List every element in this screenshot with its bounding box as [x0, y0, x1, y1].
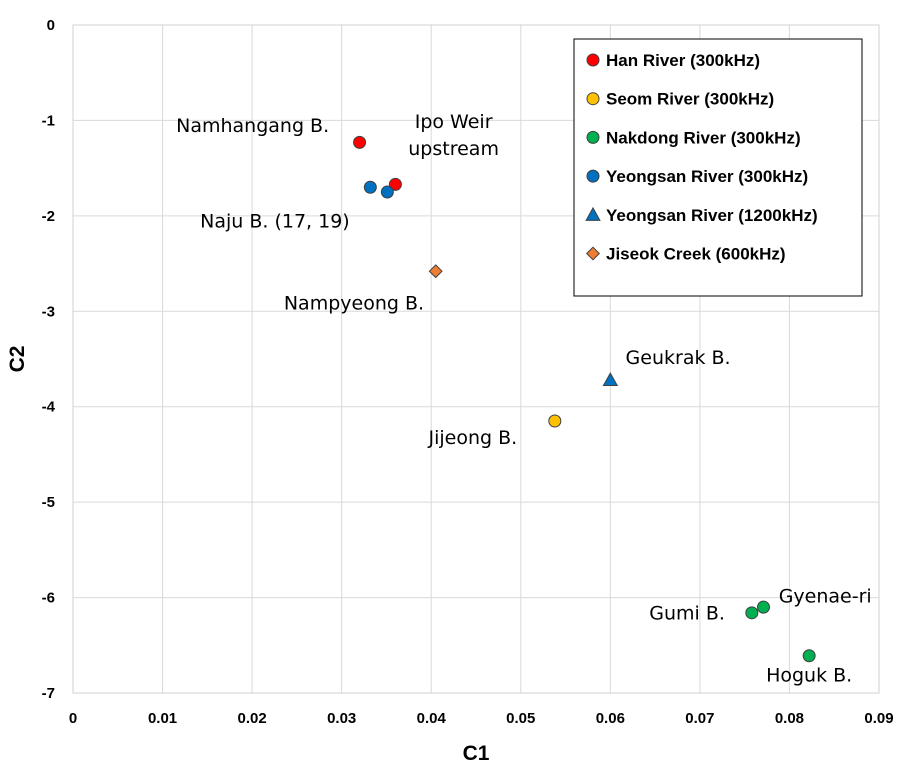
legend-marker — [586, 169, 600, 183]
x-tick-label: 0.08 — [775, 710, 804, 727]
legend-label: Jiseok Creek (600kHz) — [606, 245, 786, 264]
annotation-line: Geukrak B. — [626, 347, 731, 369]
annotation-line: Nampyeong B. — [284, 292, 424, 314]
annotation-line: Gumi B. — [649, 603, 725, 625]
legend-label: Yeongsan River (300kHz) — [606, 167, 808, 186]
data-point — [388, 177, 402, 191]
x-tick-label: 0.07 — [685, 710, 714, 727]
legend-marker — [585, 246, 601, 261]
annotation-line: Hoguk B. — [766, 665, 852, 687]
legend-label: Seom River (300kHz) — [606, 90, 774, 109]
point-annotation: Ipo Weir upstream — [408, 111, 499, 160]
data-point — [548, 414, 562, 428]
y-tick-label: -1 — [42, 112, 55, 129]
x-axis-title: C1 — [463, 742, 490, 765]
legend-marker — [586, 92, 600, 106]
annotation-line: Jijeong B. — [427, 427, 517, 449]
legend-label: Yeongsan River (1200kHz) — [606, 206, 818, 225]
x-tick-label: 0.01 — [148, 710, 177, 727]
x-tick-label: 0.04 — [417, 710, 447, 727]
point-annotations: Namhangang B. Ipo Weir upstream Naju B. (17… — [176, 111, 872, 686]
data-point — [802, 649, 816, 663]
legend-marker — [586, 130, 600, 144]
legend: Han River (300kHz) Seom River (300kHz) Nak… — [573, 38, 863, 297]
data-point — [428, 264, 443, 279]
x-tick-label: 0.02 — [238, 710, 267, 727]
data-point — [380, 185, 394, 199]
x-tick-label: 0.06 — [596, 710, 625, 727]
point-annotation: Namhangang B. — [176, 115, 329, 137]
legend-box — [573, 38, 863, 297]
y-tick-label: -6 — [42, 590, 55, 607]
point-annotation: Gyenae-ri — [779, 585, 872, 607]
point-annotation: Naju B. (17, 19) — [200, 210, 350, 232]
x-tick-label: 0.09 — [864, 710, 893, 727]
point-annotation: Nampyeong B. — [284, 292, 424, 314]
x-tick-label: 0.03 — [327, 710, 356, 727]
annotation-line: upstream — [408, 138, 499, 160]
legend-marker — [586, 53, 600, 67]
y-axis-title: C2 — [6, 346, 29, 373]
y-axis-ticks: 0 -1 -2 -3 -4 -5 -6 -7 — [42, 17, 56, 702]
point-annotation: Geukrak B. — [626, 347, 731, 369]
y-tick-label: 0 — [47, 17, 55, 34]
legend-label: Han River (300kHz) — [606, 51, 760, 70]
plot-area — [72, 24, 880, 694]
data-point — [363, 180, 377, 194]
point-annotation: Gumi B. — [649, 603, 725, 625]
point-annotation: Jijeong B. — [427, 427, 517, 449]
data-point — [602, 372, 619, 387]
legend-marker — [585, 206, 601, 221]
y-tick-label: -3 — [42, 303, 55, 320]
annotation-line: Naju B. (17, 19) — [200, 210, 350, 232]
y-tick-label: -7 — [42, 685, 55, 702]
data-point — [353, 135, 367, 149]
legend-label: Nakdong River (300kHz) — [606, 128, 801, 147]
y-tick-label: -2 — [42, 208, 55, 225]
data-point — [756, 600, 770, 614]
x-tick-label: 0 — [69, 710, 77, 727]
data-point — [745, 606, 759, 620]
y-tick-label: -4 — [42, 399, 56, 416]
x-tick-label: 0.05 — [506, 710, 535, 727]
point-annotation: Hoguk B. — [766, 665, 852, 687]
y-tick-label: -5 — [42, 494, 55, 511]
data-points — [353, 135, 816, 663]
annotation-line: Namhangang B. — [176, 115, 329, 137]
annotation-line: Ipo Weir — [415, 111, 493, 133]
x-axis-ticks: 0 0.01 0.02 0.03 0.04 0.05 0.06 0.07 0.08 0.09 — [69, 710, 894, 727]
annotation-line: Gyenae-ri — [779, 585, 872, 607]
